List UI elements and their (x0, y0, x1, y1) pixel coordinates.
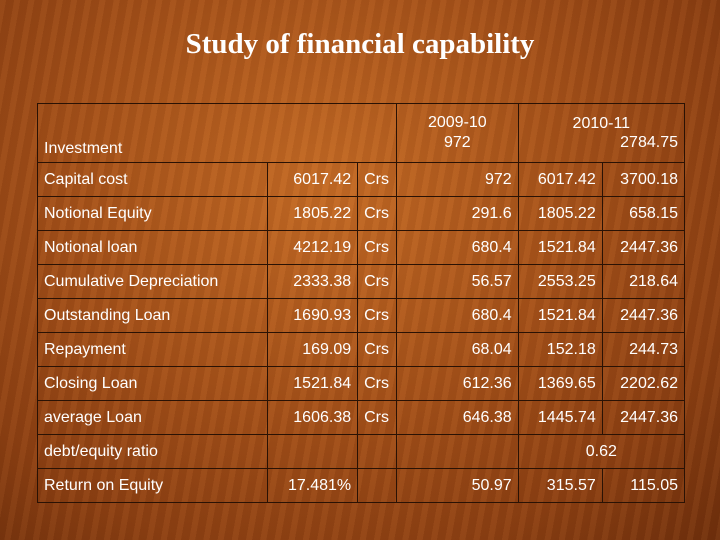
row-2009-10: 50.97 (396, 468, 519, 503)
row-2010-11-a: 1369.65 (517, 366, 603, 401)
row-label: Capital cost (36, 162, 269, 197)
empty-cell (396, 434, 519, 469)
row-2010-11-b: 115.05 (601, 468, 686, 503)
row-2009-10: 680.4 (396, 298, 519, 333)
row-2009-10: 680.4 (396, 230, 519, 265)
row-unit: Crs (357, 366, 398, 401)
row-label: Outstanding Loan (36, 298, 269, 333)
row-unit: Crs (357, 332, 398, 367)
row-value: 169.09 (267, 332, 359, 367)
header-2009-10: 2009-10 972 (396, 103, 519, 163)
row-2009-10: 972 (396, 162, 519, 197)
row-2010-11-a: 1805.22 (517, 196, 603, 231)
row-2009-10: 612.36 (396, 366, 519, 401)
table-row: Closing Loan 1521.84 Crs 612.36 1369.65 … (36, 366, 686, 401)
debt-equity-row: debt/equity ratio 0.62 (36, 434, 686, 469)
row-value: 2333.38 (267, 264, 359, 299)
row-unit: Crs (357, 230, 398, 265)
table-row: Capital cost 6017.42 Crs 972 6017.42 370… (36, 162, 686, 197)
table-header-row: Investment 2009-10 972 2010-11 2784.75 (36, 103, 686, 163)
header-y2-value: 2784.75 (620, 134, 678, 151)
row-label: average Loan (36, 400, 269, 435)
row-value: 6017.42 (267, 162, 359, 197)
row-2010-11-b: 2202.62 (601, 366, 686, 401)
row-2010-11-b: 218.64 (601, 264, 686, 299)
row-2010-11-b: 658.15 (601, 196, 686, 231)
row-2010-11-b: 2447.36 (601, 400, 686, 435)
row-2010-11-a: 2553.25 (517, 264, 603, 299)
header-y2-year: 2010-11 (572, 115, 631, 132)
table-row: average Loan 1606.38 Crs 646.38 1445.74 … (36, 400, 686, 435)
row-label: debt/equity ratio (36, 434, 269, 469)
row-2009-10: 291.6 (396, 196, 519, 231)
row-unit: Crs (357, 264, 398, 299)
page-title: Study of financial capability (185, 28, 535, 60)
row-2010-11-a: 315.57 (517, 468, 603, 503)
row-2010-11-a: 152.18 (517, 332, 603, 367)
row-2010-11-a: 1445.74 (517, 400, 603, 435)
debt-equity-value: 0.62 (517, 434, 686, 469)
row-label: Cumulative Depreciation (36, 264, 269, 299)
row-value: 4212.19 (267, 230, 359, 265)
header-label: Investment (36, 103, 398, 163)
row-unit: Crs (357, 400, 398, 435)
table-row: Outstanding Loan 1690.93 Crs 680.4 1521.… (36, 298, 686, 333)
row-2009-10: 56.57 (396, 264, 519, 299)
empty-cell (357, 468, 398, 503)
row-2010-11-a: 1521.84 (517, 298, 603, 333)
table-row: Notional Equity 1805.22 Crs 291.6 1805.2… (36, 196, 686, 231)
table-row: Notional loan 4212.19 Crs 680.4 1521.84 … (36, 230, 686, 265)
table-row: Repayment 169.09 Crs 68.04 152.18 244.73 (36, 332, 686, 367)
header-2010-11: 2010-11 2784.75 (517, 103, 686, 163)
row-label: Repayment (36, 332, 269, 367)
row-value: 1690.93 (267, 298, 359, 333)
row-unit: Crs (357, 162, 398, 197)
financial-table: Investment 2009-10 972 2010-11 2784.75 C… (36, 103, 686, 503)
row-label: Return on Equity (36, 468, 269, 503)
row-2010-11-a: 1521.84 (517, 230, 603, 265)
row-2010-11-b: 2447.36 (601, 230, 686, 265)
row-2009-10: 646.38 (396, 400, 519, 435)
row-label: Closing Loan (36, 366, 269, 401)
row-label: Notional loan (36, 230, 269, 265)
empty-cell (267, 434, 359, 469)
row-2009-10: 68.04 (396, 332, 519, 367)
roe-row: Return on Equity 17.481% 50.97 315.57 11… (36, 468, 686, 503)
row-2010-11-b: 244.73 (601, 332, 686, 367)
row-2010-11-b: 3700.18 (601, 162, 686, 197)
row-value: 1805.22 (267, 196, 359, 231)
row-value: 1521.84 (267, 366, 359, 401)
row-2010-11-a: 6017.42 (517, 162, 603, 197)
row-value: 17.481% (267, 468, 359, 503)
empty-cell (357, 434, 398, 469)
header-y1-value: 972 (443, 134, 471, 151)
row-label: Notional Equity (36, 196, 269, 231)
header-y1-year: 2009-10 (427, 114, 487, 131)
row-unit: Crs (357, 196, 398, 231)
row-value: 1606.38 (267, 400, 359, 435)
row-2010-11-b: 2447.36 (601, 298, 686, 333)
row-unit: Crs (357, 298, 398, 333)
table-row: Cumulative Depreciation 2333.38 Crs 56.5… (36, 264, 686, 299)
